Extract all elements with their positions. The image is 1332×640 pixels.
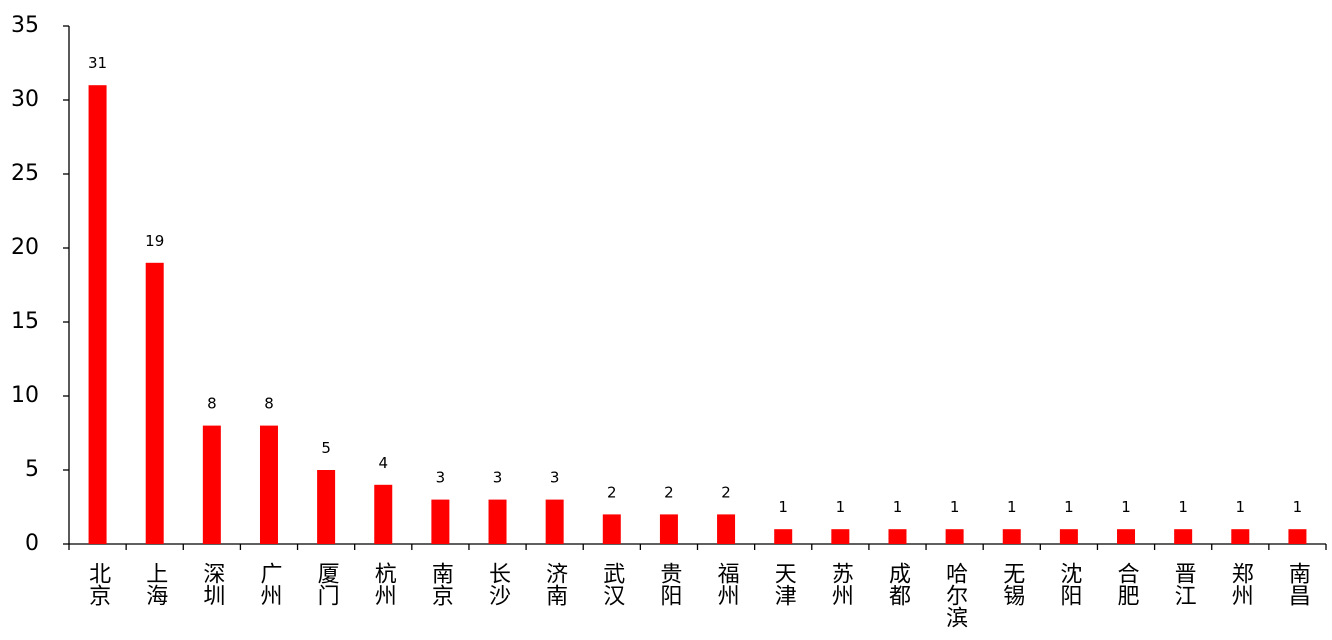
x-tick-label: 郑州	[1228, 562, 1254, 606]
data-label: 1	[1064, 498, 1074, 516]
data-label: 2	[607, 483, 617, 501]
bar	[259, 425, 278, 544]
bar	[1231, 529, 1250, 544]
data-label: 19	[145, 232, 164, 250]
data-label: 1	[1178, 498, 1188, 516]
x-tick-label: 福州	[714, 562, 740, 606]
x-tick-label: 南昌	[1285, 562, 1310, 606]
bar	[1174, 529, 1193, 544]
data-label: 1	[1293, 498, 1303, 516]
y-axis: 0 5 10 15 20 25 30 35	[11, 13, 70, 556]
y-tick-label: 35	[11, 13, 39, 38]
x-tick-label: 无锡	[999, 562, 1025, 606]
y-tick-label: 5	[25, 457, 39, 482]
data-labels: 31 19 8 8 5 4 3 3 3 2 2 2 1 1 1 1 1 1 1 1 1 1	[88, 54, 1302, 516]
data-label: 1	[778, 498, 788, 516]
data-label: 8	[207, 395, 217, 413]
y-tick-label: 25	[11, 161, 39, 186]
x-tick-label: 深圳	[199, 562, 225, 606]
x-tick-label: 沈阳	[1056, 562, 1082, 606]
x-tick-label: 北京	[85, 562, 111, 606]
bar	[1288, 529, 1307, 544]
data-label: 1	[1121, 498, 1131, 516]
bar	[1117, 529, 1136, 544]
bar	[717, 514, 736, 544]
bar	[88, 85, 107, 544]
data-label: 5	[321, 439, 331, 457]
data-label: 3	[493, 469, 503, 487]
bar	[545, 499, 564, 544]
x-tick-label: 贵阳	[656, 562, 681, 606]
x-tick-labels: 北京 上海 深圳 广州 厦门 杭州 南京 长沙 济南 武汉 贵阳 福州 天津 苏州 成都 哈尔滨 无锡 沈阳 合肥晋…	[85, 562, 1310, 628]
x-tick-label: 济南	[542, 562, 568, 606]
bar	[488, 499, 507, 544]
bar	[945, 529, 964, 544]
x-axis	[68, 543, 1327, 550]
data-label: 1	[836, 498, 846, 516]
data-label: 3	[436, 469, 446, 487]
x-tick-label: 苏州	[828, 562, 854, 606]
data-label: 2	[664, 483, 674, 501]
x-tick-label: 哈尔滨	[942, 562, 968, 628]
data-label: 1	[893, 498, 903, 516]
bar	[1059, 529, 1078, 544]
bar	[774, 529, 793, 544]
y-tick-label: 30	[11, 87, 39, 112]
data-label: 31	[88, 54, 107, 72]
bar	[659, 514, 678, 544]
y-tick-label: 0	[25, 531, 39, 556]
bar	[1002, 529, 1021, 544]
bar	[202, 425, 221, 544]
x-tick-label: 杭州	[371, 562, 397, 606]
data-label: 4	[378, 454, 388, 472]
data-label: 3	[550, 469, 560, 487]
data-label: 1	[950, 498, 960, 516]
bar	[374, 484, 393, 544]
x-tick-label: 厦门	[314, 562, 340, 606]
x-tick-label: 晋江	[1171, 562, 1197, 606]
y-tick-label: 15	[11, 309, 39, 334]
bar	[431, 499, 450, 544]
data-label: 1	[1007, 498, 1017, 516]
x-tick-label: 长沙	[485, 562, 511, 606]
data-label: 8	[264, 395, 274, 413]
x-tick-label: 合肥	[1114, 562, 1140, 606]
y-tick-label: 20	[11, 235, 39, 260]
x-tick-label: 广州	[256, 562, 282, 606]
y-tick-label: 10	[11, 383, 39, 408]
bars	[88, 85, 1307, 544]
x-tick-label: 武汉	[599, 562, 625, 606]
bar	[888, 529, 907, 544]
bar	[831, 529, 850, 544]
data-label: 2	[721, 483, 731, 501]
x-tick-label: 上海	[142, 562, 168, 606]
x-tick-label: 南京	[428, 562, 453, 606]
bar	[145, 262, 164, 544]
x-tick-label: 成都	[885, 562, 911, 606]
bar	[317, 470, 336, 544]
data-label: 1	[1236, 498, 1246, 516]
x-tick-label: 天津	[771, 562, 797, 606]
bar	[602, 514, 621, 544]
